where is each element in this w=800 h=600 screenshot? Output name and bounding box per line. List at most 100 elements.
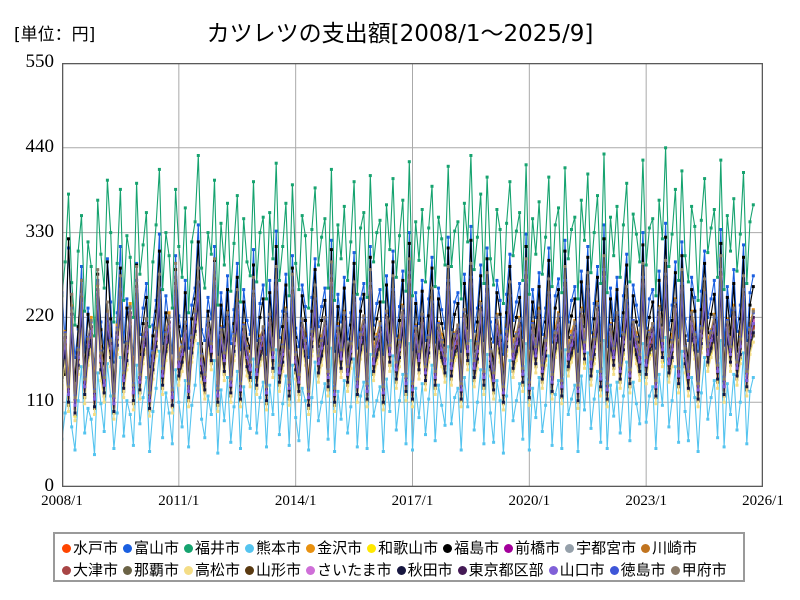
legend-item-金沢市[interactable]: 金沢市 [306, 540, 362, 556]
data-point [109, 317, 113, 321]
data-point [417, 371, 421, 375]
legend-item-川崎市[interactable]: 川崎市 [641, 540, 697, 556]
data-point [261, 215, 265, 219]
legend-item-徳島市[interactable]: 徳島市 [609, 562, 666, 578]
data-point [164, 340, 168, 344]
legend-item-那覇市[interactable]: 那覇市 [123, 562, 179, 578]
data-point [300, 339, 304, 342]
legend-item-高松市[interactable]: 高松市 [184, 562, 240, 578]
data-point [583, 238, 586, 242]
data-point [631, 346, 635, 350]
data-point [579, 280, 583, 284]
data-point [706, 417, 710, 421]
legend-item-富山市[interactable]: 富山市 [123, 540, 179, 556]
data-point [320, 319, 324, 322]
legend-item-東京都区部[interactable]: 東京都区部 [457, 562, 544, 578]
data-point [216, 303, 220, 307]
data-point [621, 348, 625, 352]
legend-item-福井市[interactable]: 福井市 [184, 540, 240, 556]
data-point [131, 383, 135, 387]
legend-item-水戸市[interactable]: 水戸市 [62, 540, 118, 556]
data-point [336, 223, 340, 227]
legend-item-甲府市[interactable]: 甲府市 [670, 562, 727, 578]
data-point [722, 343, 726, 347]
data-point [404, 289, 408, 293]
legend-item-さいたま市[interactable]: さいたま市 [306, 562, 392, 578]
data-point [673, 271, 677, 275]
data-point [378, 300, 382, 304]
data-point [398, 365, 401, 369]
data-point [472, 359, 476, 363]
data-point [514, 349, 518, 353]
data-point [326, 376, 330, 379]
legend-label: 福島市 [454, 538, 500, 557]
data-point [596, 194, 599, 198]
data-point [245, 360, 249, 364]
data-point [313, 317, 317, 321]
data-point [596, 275, 599, 279]
legend-item-山口市[interactable]: 山口市 [548, 562, 605, 578]
data-point [287, 443, 291, 447]
data-point [644, 372, 648, 376]
data-point [589, 383, 593, 387]
data-point [248, 426, 252, 430]
legend-item-福島市[interactable]: 福島市 [443, 538, 500, 557]
data-point [329, 260, 333, 264]
data-point [125, 399, 129, 403]
data-point [180, 369, 184, 373]
data-point [206, 328, 210, 332]
data-point [576, 349, 580, 353]
data-point [375, 362, 379, 366]
data-point [560, 447, 564, 450]
legend-item-秋田市[interactable]: 秋田市 [396, 562, 453, 578]
data-point [709, 346, 713, 350]
legend-item-熊本市[interactable]: 熊本市 [245, 540, 301, 556]
data-point [531, 386, 535, 390]
series-line [62, 255, 754, 399]
data-point [164, 391, 168, 395]
data-point [115, 311, 119, 315]
legend-item-大津市[interactable]: 大津市 [62, 562, 118, 578]
legend-item-宇都宮市[interactable]: 宇都宮市 [565, 540, 636, 556]
data-point [180, 334, 184, 338]
data-point [73, 356, 77, 359]
data-point [735, 374, 739, 378]
legend-item-和歌山市[interactable]: 和歌山市 [367, 540, 438, 556]
chart-svg [62, 63, 763, 487]
x-tick-label: 2011/1 [158, 493, 200, 509]
data-point [190, 240, 194, 244]
data-point [605, 397, 609, 401]
data-point [417, 368, 421, 372]
data-point [154, 326, 158, 330]
data-point [641, 261, 645, 265]
data-point [618, 369, 622, 373]
data-point [540, 352, 544, 356]
data-point [709, 334, 713, 338]
data-point [735, 428, 739, 432]
data-point [222, 419, 226, 423]
data-point [385, 283, 388, 287]
data-point [634, 402, 638, 406]
data-point [76, 249, 80, 253]
data-point [281, 369, 285, 373]
data-point [521, 372, 525, 376]
data-point [475, 306, 479, 310]
data-point [495, 345, 499, 349]
data-point [109, 394, 113, 398]
data-point [651, 288, 655, 292]
legend-item-山形市[interactable]: 山形市 [245, 562, 301, 578]
data-point [729, 363, 732, 367]
data-point [680, 169, 684, 173]
data-point [618, 363, 622, 367]
data-point [122, 434, 126, 438]
data-point [411, 382, 414, 386]
legend-label: 前橋市 [515, 538, 561, 557]
data-point [63, 411, 67, 415]
data-point [437, 340, 440, 344]
data-point [307, 389, 311, 393]
data-point [683, 362, 687, 366]
data-point [641, 342, 645, 346]
legend-item-前橋市[interactable]: 前橋市 [504, 538, 561, 557]
data-point [196, 240, 200, 244]
data-point [284, 272, 288, 276]
